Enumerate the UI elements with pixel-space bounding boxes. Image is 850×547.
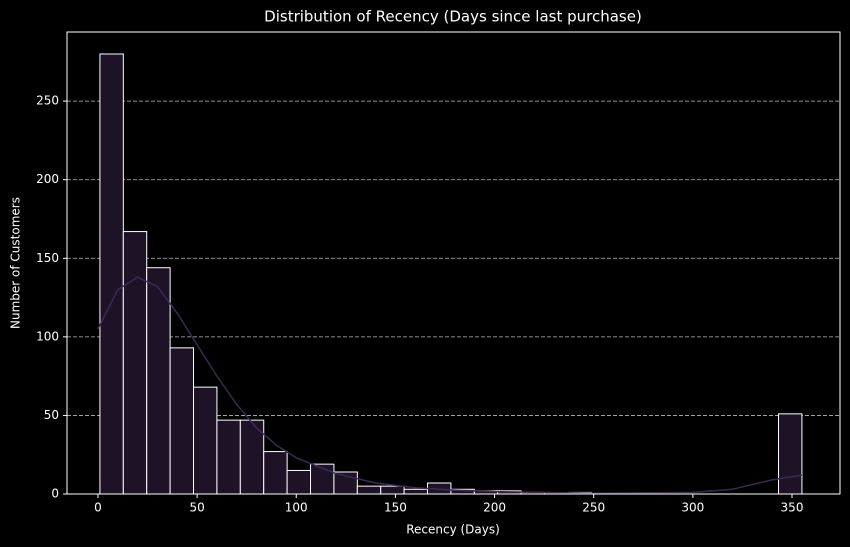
x-tick-label: 0: [94, 501, 102, 515]
bar: [403, 488, 429, 495]
x-axis-label: Recency (Days): [406, 523, 500, 537]
bar: [146, 267, 171, 495]
plot-frame: [66, 31, 841, 495]
y-tick-label: 100: [36, 329, 59, 343]
y-tick-label: 150: [36, 251, 59, 265]
y-axis-label: Number of Customers: [9, 197, 23, 329]
y-tick-label: 0: [51, 487, 59, 501]
bar: [169, 347, 195, 495]
x-tick-label: 250: [582, 501, 605, 515]
bar: [193, 386, 218, 495]
x-tick-label: 300: [681, 501, 704, 515]
bar: [778, 413, 803, 495]
y-tick-label: 200: [36, 172, 59, 186]
bar: [286, 469, 312, 495]
x-tick-label: 200: [483, 501, 506, 515]
x-tick-label: 50: [189, 501, 204, 515]
kde-line: [97, 276, 803, 494]
bar: [356, 485, 382, 495]
x-tick-label: 350: [781, 501, 804, 515]
bar: [216, 419, 241, 495]
chart-title: Distribution of Recency (Days since last…: [264, 8, 642, 26]
bar: [263, 451, 288, 495]
bar: [122, 231, 148, 495]
bar: [99, 53, 124, 495]
bar: [380, 485, 405, 495]
x-tick-label: 150: [384, 501, 407, 515]
y-tick-label: 250: [36, 94, 59, 108]
y-tick-label: 50: [44, 408, 59, 422]
x-tick-label: 100: [285, 501, 308, 515]
